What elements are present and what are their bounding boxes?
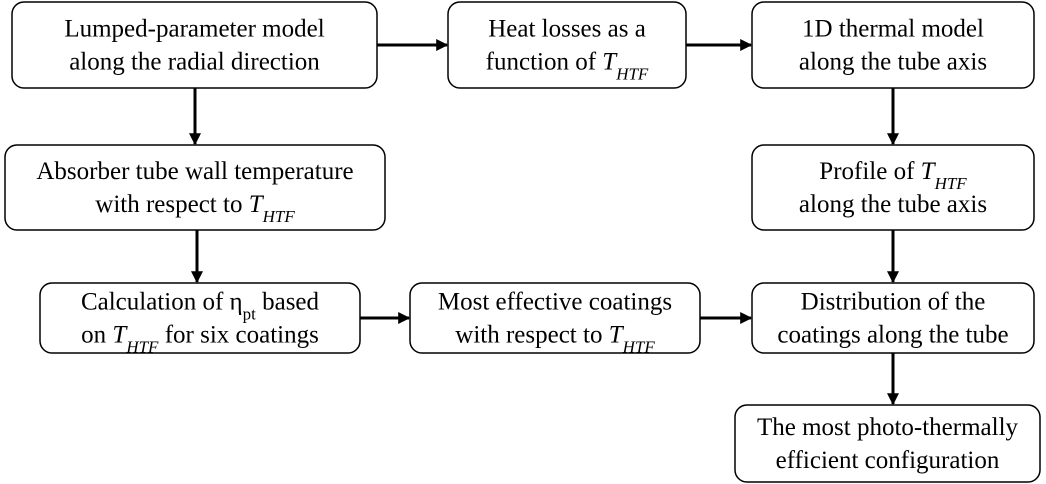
node: Heat losses as a function of THTF xyxy=(447,1,687,89)
text-run: efficient configuration xyxy=(776,447,1000,474)
text-run: based xyxy=(256,289,320,316)
node: Lumped-parameter model along the radial d… xyxy=(11,1,378,89)
text-run: HTF xyxy=(615,64,649,83)
node-box xyxy=(4,144,386,231)
text-run: Most effective coatings xyxy=(438,289,672,316)
nodes: Lumped-parameter model along the radial d… xyxy=(4,1,1041,483)
text-run: Absorber tube wall temperature xyxy=(36,158,353,185)
text-run: T xyxy=(609,322,625,349)
text-run: on xyxy=(81,322,112,349)
node-text: Heat losses as a xyxy=(488,16,646,43)
text-run: Profile of xyxy=(819,158,920,185)
text-run: T xyxy=(112,322,128,349)
node-box xyxy=(447,1,687,89)
node-text: coatings along the tube xyxy=(777,322,1008,349)
text-run: pt xyxy=(243,304,257,323)
node-text: Lumped-parameter model xyxy=(64,16,324,43)
node-box xyxy=(734,404,1041,483)
node-box xyxy=(11,1,378,89)
node-text: along the tube axis xyxy=(799,49,987,76)
text-run: HTF xyxy=(262,207,296,226)
text-run: HTF xyxy=(622,337,656,356)
text-run: coatings along the tube xyxy=(777,322,1008,349)
text-run: Heat losses as a xyxy=(488,16,646,43)
node-text: Most effective coatings xyxy=(438,289,672,316)
node: Most effective coatings with respect to T… xyxy=(409,282,701,357)
text-run: Calculation of η xyxy=(81,289,243,316)
text-run: HTF xyxy=(934,174,968,193)
text-run: HTF xyxy=(125,337,159,356)
text-run: 1D thermal model xyxy=(802,16,984,43)
node: Distribution of the coatings along the tu… xyxy=(751,282,1035,354)
node-text: Profile of THTF xyxy=(819,158,967,193)
node-text: function of THTF xyxy=(486,49,649,84)
text-run: Lumped-parameter model xyxy=(64,16,324,43)
text-run: with respect to xyxy=(95,191,248,218)
node-box xyxy=(751,144,1035,231)
text-run: T xyxy=(921,158,937,185)
node-text: efficient configuration xyxy=(776,447,1000,474)
node-box xyxy=(751,1,1035,89)
text-run: The most photo-thermally xyxy=(757,414,1019,441)
node-text: with respect to THTF xyxy=(455,322,655,357)
text-run: along the tube axis xyxy=(799,49,987,76)
node-box xyxy=(751,282,1035,354)
text-run: function of xyxy=(486,49,603,76)
node-text: The most photo-thermally xyxy=(757,414,1019,441)
node-text: along the tube axis xyxy=(799,191,987,218)
text-run: T xyxy=(249,191,265,218)
text-run: with respect to xyxy=(455,322,608,349)
text-run: for six coatings xyxy=(158,322,318,349)
node: Absorber tube wall temperature with respe… xyxy=(4,144,386,231)
node: 1D thermal model along the tube axis xyxy=(751,1,1035,89)
text-run: along the tube axis xyxy=(799,191,987,218)
text-run: along the radial direction xyxy=(69,49,320,76)
node-text: Distribution of the xyxy=(801,289,986,316)
node-text: Absorber tube wall temperature xyxy=(36,158,353,185)
node-box xyxy=(409,282,701,354)
node-box xyxy=(39,282,361,354)
node: The most photo-thermally efficient config… xyxy=(734,404,1041,483)
text-run: T xyxy=(602,49,618,76)
arrows xyxy=(189,39,899,406)
node-text: along the radial direction xyxy=(69,49,320,76)
node-text: Calculation of ηpt based xyxy=(81,289,320,324)
node-text: on THTF for six coatings xyxy=(81,322,319,357)
node-text: with respect to THTF xyxy=(95,191,295,226)
node-text: 1D thermal model xyxy=(802,16,984,43)
text-run: Distribution of the xyxy=(801,289,986,316)
